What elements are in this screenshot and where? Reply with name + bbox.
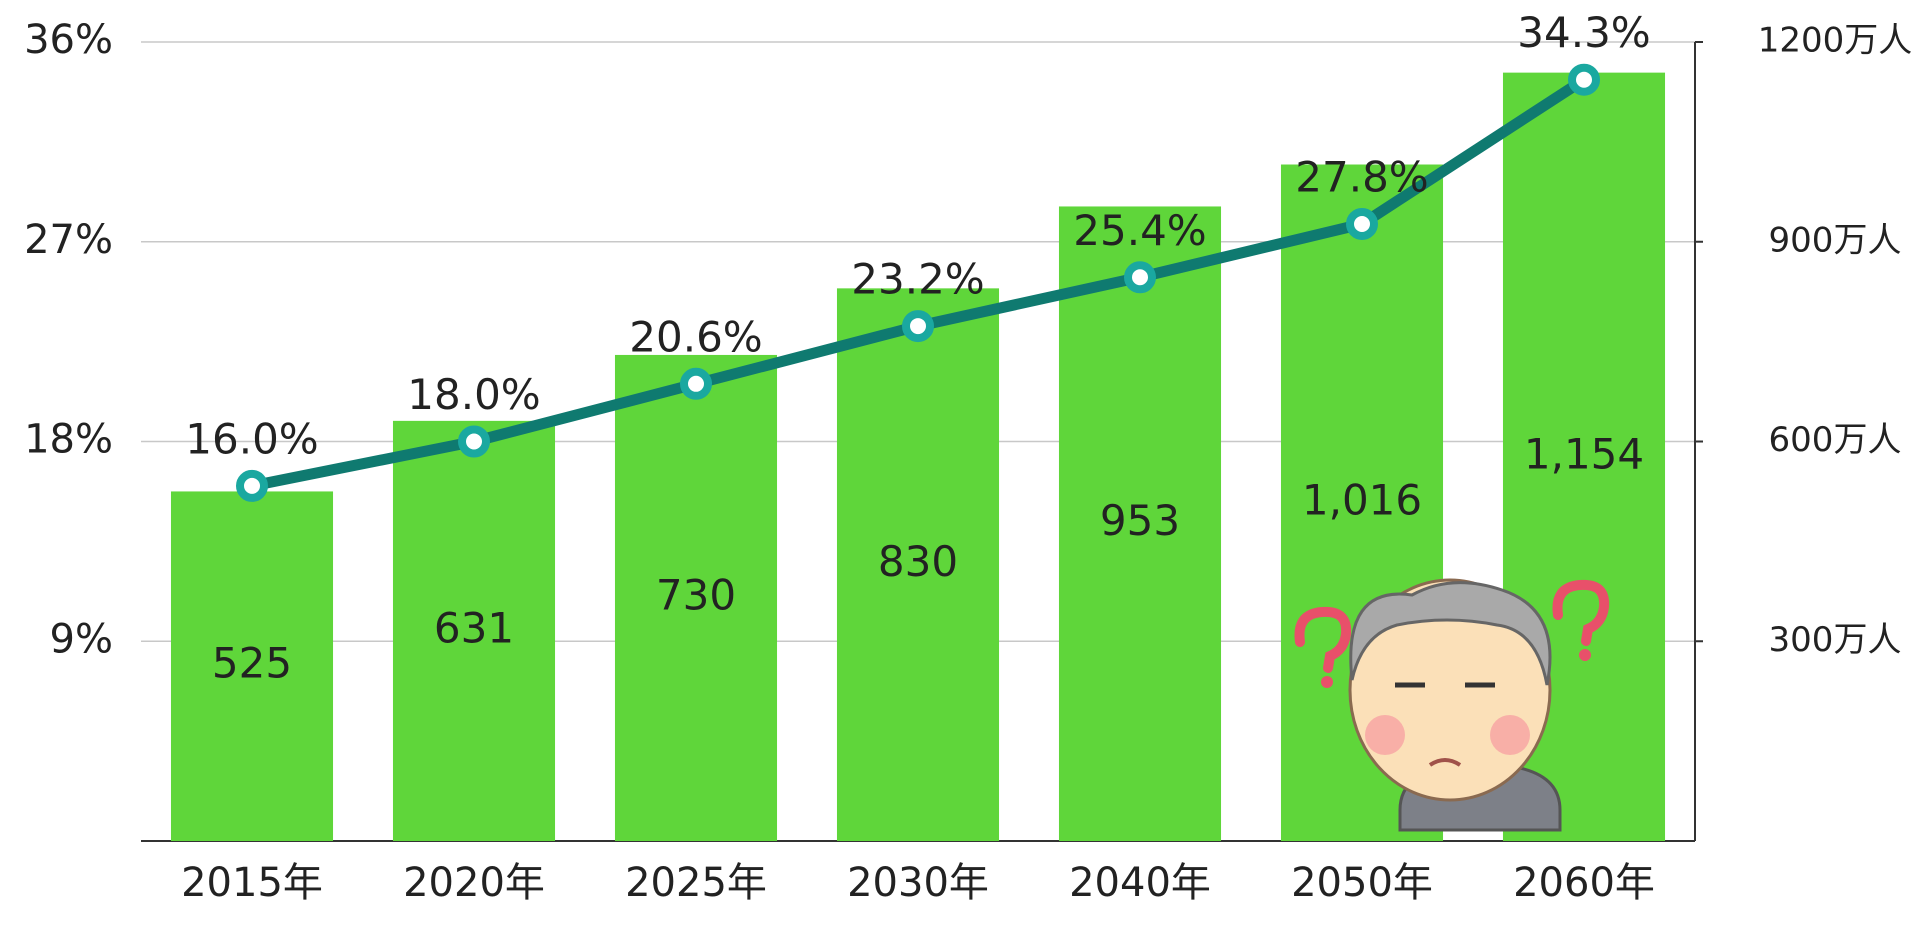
line-value-label: 16.0% — [185, 414, 318, 463]
question-mark-dot — [1321, 676, 1333, 688]
y2-tick-label: 900万人 — [1769, 220, 1902, 260]
bar-value-label: 953 — [1100, 496, 1180, 545]
bar-value-label: 1,016 — [1302, 475, 1422, 524]
cheek — [1365, 715, 1405, 755]
question-mark — [1294, 606, 1352, 673]
line-marker — [1568, 63, 1600, 96]
x-tick-label: 2030年 — [847, 860, 989, 906]
bar-value-label: 830 — [878, 537, 958, 586]
y2-tick-label: 600万人 — [1769, 420, 1902, 460]
x-tick-label: 2015年 — [181, 860, 323, 906]
y-tick-label: 18% — [24, 417, 113, 463]
elderly-illustration — [1294, 578, 1610, 832]
mouth — [1428, 758, 1462, 767]
line-marker — [236, 469, 268, 502]
line-value-label: 25.4% — [1073, 206, 1206, 255]
bar — [1058, 206, 1222, 842]
bar-value-label: 1,154 — [1524, 429, 1644, 478]
line-marker — [680, 367, 712, 400]
line-marker — [1124, 261, 1156, 294]
x-tick-label: 2050年 — [1291, 860, 1433, 906]
cheek — [1490, 715, 1530, 755]
bar — [170, 491, 334, 841]
line-value-label: 27.8% — [1295, 152, 1428, 201]
x-tick-label: 2040年 — [1069, 860, 1211, 906]
line-value-label: 23.2% — [851, 255, 984, 304]
bar-value-label: 525 — [212, 639, 292, 688]
bar-value-label: 631 — [434, 603, 514, 652]
y2-tick-label: 300万人 — [1769, 620, 1902, 660]
x-tick-label: 2025年 — [625, 860, 767, 906]
line-marker — [902, 310, 934, 343]
bar — [836, 288, 1000, 841]
line-value-label: 18.0% — [407, 370, 540, 419]
y-tick-label: 9% — [50, 616, 113, 662]
bar — [614, 354, 778, 841]
hair — [1349, 581, 1552, 686]
line-marker — [458, 425, 490, 458]
question-mark-dot — [1579, 649, 1591, 661]
bar-value-label: 730 — [656, 570, 736, 619]
bar — [392, 420, 556, 841]
question-mark — [1552, 579, 1610, 646]
x-tick-label: 2060年 — [1513, 860, 1655, 906]
line-value-label: 20.6% — [629, 312, 762, 361]
y-tick-label: 27% — [24, 217, 113, 263]
line-value-label: 34.3% — [1517, 8, 1650, 57]
y-tick-label: 36% — [24, 17, 113, 63]
line-marker — [1346, 207, 1378, 240]
y2-tick-label: 1200万人 — [1758, 21, 1913, 61]
x-tick-label: 2020年 — [403, 860, 545, 906]
